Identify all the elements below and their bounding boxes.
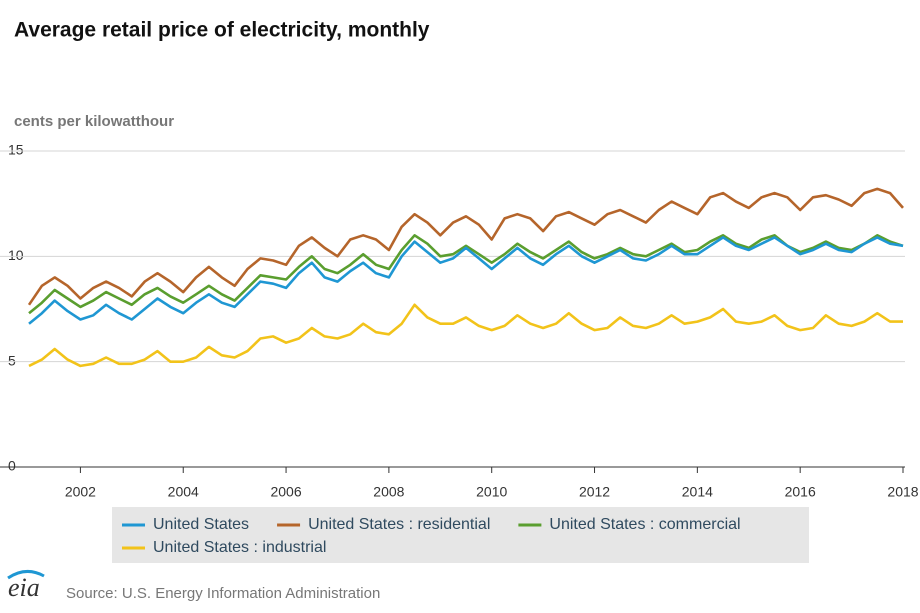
legend-label: United States : industrial — [153, 539, 326, 556]
legend-label: United States — [153, 516, 249, 533]
logo: eia — [8, 573, 40, 602]
series-line — [28, 236, 904, 325]
x-tick-label: 2002 — [65, 484, 96, 500]
x-tick-label: 2014 — [682, 484, 713, 500]
chart-title: Average retail price of electricity, mon… — [14, 19, 430, 42]
x-tick-label: 2008 — [373, 484, 404, 500]
y-tick-label: 0 — [8, 458, 16, 474]
y-tick-label: 5 — [8, 352, 16, 368]
series-line — [28, 234, 904, 315]
logo-swoosh — [7, 570, 45, 580]
y-tick-label: 15 — [8, 142, 24, 158]
legend-label: United States : residential — [308, 516, 490, 533]
y-tick-label: 10 — [8, 247, 24, 263]
y-axis-label: cents per kilowatthour — [14, 113, 174, 130]
x-tick-label: 2012 — [579, 484, 610, 500]
x-tick-label: 2018 — [887, 484, 918, 500]
legend-label: United States : commercial — [549, 516, 740, 533]
x-tick-label: 2010 — [476, 484, 507, 500]
legend: United States United States : residential… — [122, 516, 741, 556]
x-tick-label: 2004 — [168, 484, 199, 500]
legend-box — [112, 507, 809, 563]
series-line — [27, 187, 904, 306]
x-tick-label: 2006 — [270, 484, 301, 500]
series-line — [28, 303, 903, 368]
x-tick-label: 2016 — [785, 484, 816, 500]
source: Source: U.S. Energy Information Administ… — [66, 585, 380, 602]
